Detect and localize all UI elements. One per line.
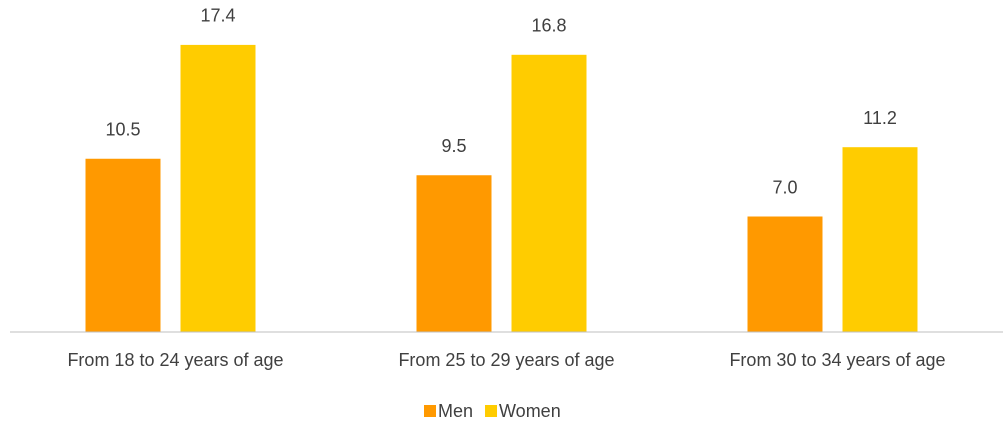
legend-swatch xyxy=(485,405,498,417)
data-label: 9.5 xyxy=(441,136,466,156)
bar xyxy=(842,147,918,332)
bar xyxy=(511,54,587,333)
data-label: 17.4 xyxy=(200,6,235,26)
legend-label: Men xyxy=(438,401,473,421)
x-tick-label: From 30 to 34 years of age xyxy=(729,350,945,370)
bar xyxy=(416,175,492,332)
data-label: 7.0 xyxy=(772,177,797,197)
x-tick-label: From 18 to 24 years of age xyxy=(67,350,283,370)
legend-swatch xyxy=(424,405,436,417)
bar xyxy=(85,158,161,332)
bar xyxy=(747,216,823,332)
bar xyxy=(180,44,256,333)
data-label: 11.2 xyxy=(863,108,897,128)
data-label: 16.8 xyxy=(531,16,566,36)
x-tick-label: From 25 to 29 years of age xyxy=(398,350,614,370)
legend-label: Women xyxy=(499,401,561,421)
data-label: 10.5 xyxy=(105,120,140,140)
